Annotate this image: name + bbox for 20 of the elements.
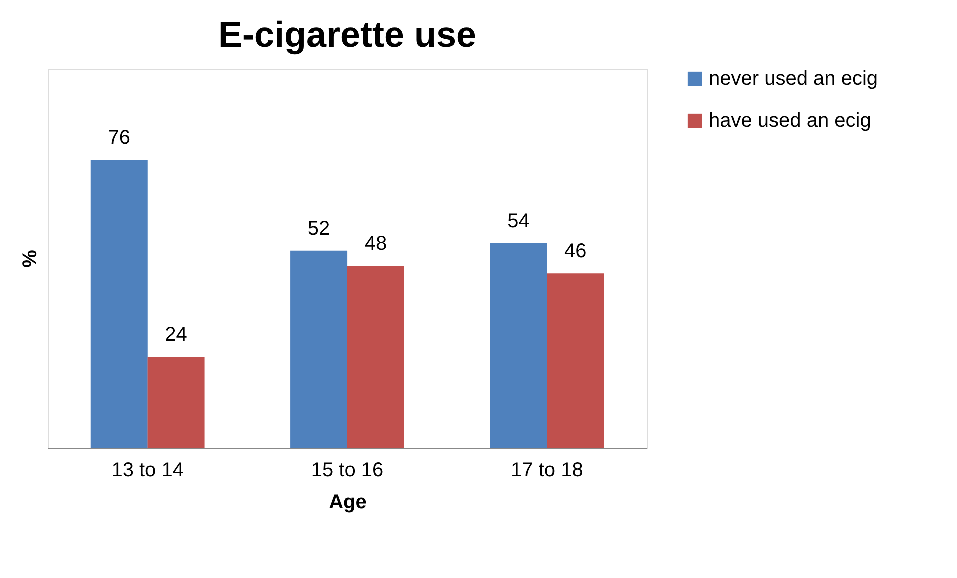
x-tick-label: 17 to 18 bbox=[511, 460, 584, 482]
y-axis-title: % bbox=[20, 250, 42, 268]
data-label: 52 bbox=[308, 218, 330, 240]
bar bbox=[90, 160, 148, 448]
x-axis-title: Age bbox=[329, 492, 367, 514]
bar bbox=[148, 357, 205, 448]
legend-label: never used an ecig bbox=[709, 68, 878, 90]
legend-label: have used an ecig bbox=[709, 110, 872, 132]
bar bbox=[290, 250, 348, 448]
bar bbox=[547, 274, 604, 448]
bar bbox=[490, 243, 548, 448]
x-tick-label: 15 to 16 bbox=[311, 460, 384, 482]
chart-title: E-cigarette use bbox=[218, 14, 477, 55]
x-tick-label: 13 to 14 bbox=[112, 460, 184, 482]
data-label: 54 bbox=[508, 210, 530, 232]
data-label: 24 bbox=[165, 324, 188, 346]
data-label: 46 bbox=[564, 240, 587, 263]
data-label: 48 bbox=[364, 233, 388, 256]
data-label: 76 bbox=[108, 126, 131, 149]
bar bbox=[347, 266, 404, 448]
